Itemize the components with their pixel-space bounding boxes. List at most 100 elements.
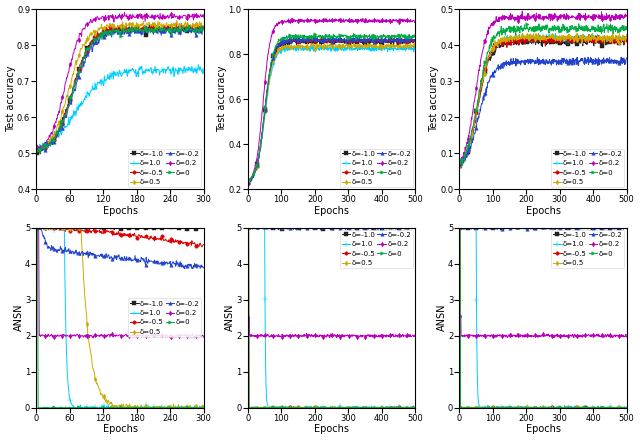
δ=-1.0 (133, 26, 141, 31)
δ=1.0 (382, 406, 390, 411)
Y-axis label: ANSN: ANSN (225, 304, 235, 331)
Line: δ=-0.5: δ=-0.5 (458, 226, 628, 410)
δ=0 (324, 35, 332, 40)
Y-axis label: Test accuracy: Test accuracy (217, 66, 227, 132)
δ=0.5 (547, 405, 554, 410)
δ=1.0 (403, 42, 411, 48)
δ=-0.2 (335, 36, 342, 41)
δ=1.0 (132, 74, 140, 79)
δ=1.0 (133, 407, 141, 412)
δ=-0.2 (180, 266, 188, 271)
Line: δ=0.5: δ=0.5 (35, 223, 205, 414)
δ=-1.0 (623, 39, 630, 44)
δ=-1.0 (174, 29, 182, 35)
δ=0.5 (133, 406, 141, 411)
δ=0.2 (547, 14, 554, 19)
δ=0 (136, 405, 144, 411)
δ=1.0 (536, 406, 543, 411)
δ=-0.2 (344, 39, 351, 44)
δ=-1.0 (296, 227, 304, 233)
δ=-1.0 (244, 180, 252, 185)
δ=-1.0 (344, 226, 352, 231)
δ=-0.5 (344, 37, 352, 43)
Line: δ=0: δ=0 (35, 226, 205, 410)
δ=-0.2 (36, 150, 44, 155)
δ=-1.0 (412, 38, 419, 44)
δ=0 (556, 405, 564, 411)
δ=1.0 (556, 33, 563, 39)
δ=0.5 (546, 36, 554, 41)
δ=-0.5 (244, 225, 252, 230)
δ=-1.0 (556, 39, 563, 44)
δ=0 (593, 29, 601, 34)
δ=0.2 (324, 332, 332, 337)
δ=0 (174, 25, 182, 30)
δ=1.0 (456, 226, 463, 231)
δ=-1.0 (132, 27, 140, 33)
δ=-0.5 (381, 37, 389, 43)
δ=0.2 (408, 18, 415, 24)
δ=-1.0 (543, 35, 551, 40)
δ=-0.5 (335, 405, 343, 411)
δ=-1.0 (412, 226, 419, 231)
δ=0.5 (132, 22, 140, 27)
δ=-0.2 (34, 223, 42, 228)
δ=1.0 (325, 47, 333, 52)
δ=0.2 (335, 17, 342, 22)
Line: δ=0.2: δ=0.2 (246, 16, 417, 186)
δ=1.0 (335, 48, 342, 53)
δ=0 (381, 405, 389, 410)
δ=0.2 (456, 161, 464, 166)
δ=1.0 (200, 70, 207, 76)
δ=0 (547, 27, 554, 32)
Y-axis label: Test accuracy: Test accuracy (6, 66, 15, 132)
δ=-0.5 (335, 37, 342, 43)
Y-axis label: Test accuracy: Test accuracy (429, 66, 438, 132)
δ=-0.5 (132, 234, 140, 239)
δ=-0.2 (620, 55, 627, 61)
δ=0 (344, 405, 352, 410)
δ=0 (33, 225, 41, 231)
δ=0.5 (33, 227, 41, 232)
δ=1.0 (247, 180, 255, 185)
δ=-0.5 (33, 224, 41, 230)
δ=0 (537, 405, 545, 411)
δ=-0.2 (185, 261, 193, 267)
δ=-0.2 (254, 227, 262, 232)
δ=-1.0 (138, 223, 145, 228)
δ=0 (136, 29, 143, 34)
Line: δ=1.0: δ=1.0 (246, 42, 418, 185)
δ=1.0 (33, 225, 41, 230)
δ=-1.0 (619, 39, 627, 44)
δ=-0.2 (335, 224, 343, 229)
δ=-0.5 (593, 405, 601, 411)
δ=-0.5 (620, 405, 627, 410)
Line: δ=1.0: δ=1.0 (34, 62, 206, 153)
δ=1.0 (189, 408, 196, 414)
δ=0.2 (120, 10, 128, 15)
δ=-0.2 (33, 224, 41, 229)
Line: δ=1.0: δ=1.0 (34, 223, 206, 414)
δ=1.0 (200, 405, 207, 410)
δ=0 (547, 405, 554, 411)
X-axis label: Epochs: Epochs (525, 425, 561, 434)
δ=-0.2 (538, 222, 545, 227)
δ=1.0 (412, 405, 419, 410)
δ=0.5 (188, 409, 195, 414)
Line: δ=0: δ=0 (246, 32, 417, 184)
δ=0.5 (619, 405, 627, 411)
δ=0.5 (623, 33, 630, 38)
Line: δ=-0.5: δ=-0.5 (35, 21, 205, 154)
Line: δ=0: δ=0 (458, 22, 628, 167)
δ=-1.0 (408, 40, 415, 45)
δ=-0.5 (44, 224, 51, 229)
δ=0 (244, 179, 252, 184)
δ=-0.5 (537, 405, 545, 411)
δ=-0.2 (132, 256, 140, 261)
Line: δ=-1.0: δ=-1.0 (458, 224, 628, 231)
δ=1.0 (132, 407, 140, 412)
δ=-0.5 (620, 36, 627, 41)
δ=1.0 (34, 147, 42, 153)
δ=0.5 (609, 29, 617, 35)
δ=-0.5 (547, 38, 554, 44)
